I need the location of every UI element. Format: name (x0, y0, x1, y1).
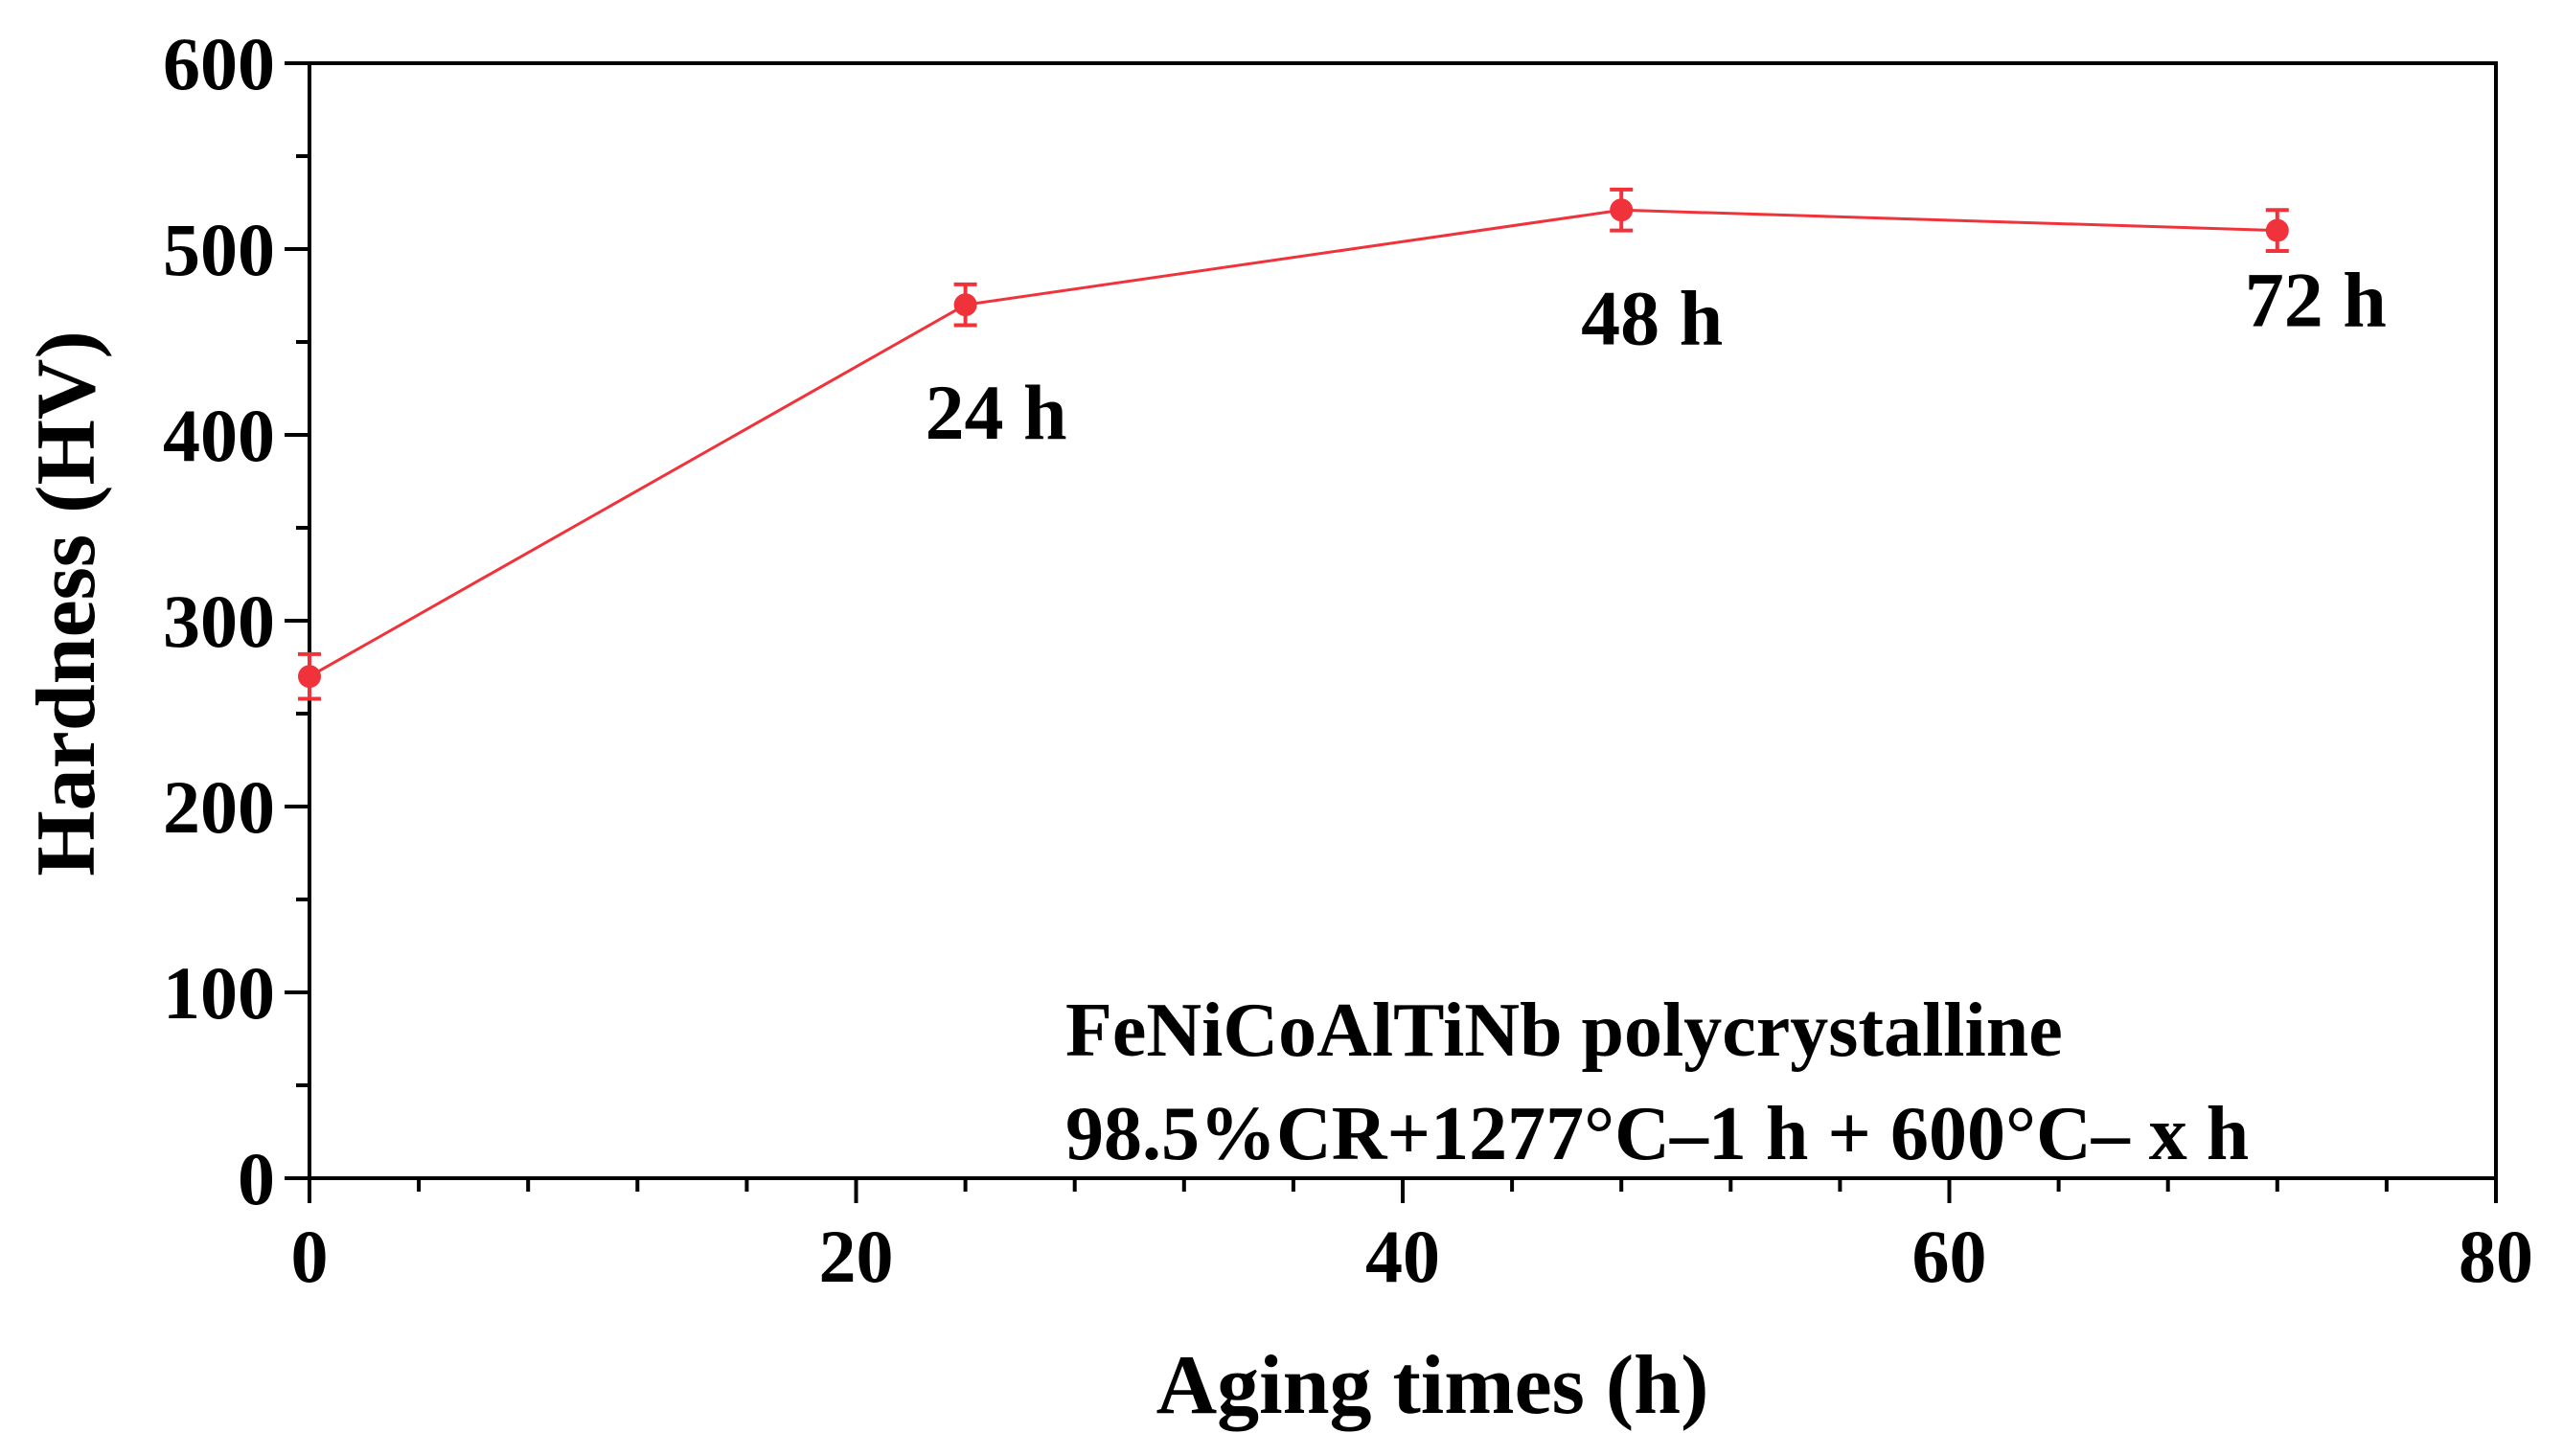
annotation-line-1: FeNiCoAlTiNb polycrystalline (1065, 989, 2063, 1073)
x-axis-title: Aging times (h) (1156, 1339, 1709, 1432)
x-tick-label: 60 (1912, 1215, 1987, 1298)
series-layer (298, 187, 2289, 701)
x-tick-label: 0 (291, 1215, 329, 1298)
y-tick-label: 300 (163, 580, 275, 663)
point-labels: 24 h 48 h 72 h (926, 257, 2387, 457)
y-tick-label: 400 (163, 394, 275, 477)
data-point (2265, 218, 2289, 242)
x-tick-label: 20 (819, 1215, 894, 1298)
data-point (1610, 198, 1634, 222)
y-axis-title: Hardness (HV) (20, 330, 113, 876)
x-axis-ticks (308, 1178, 2498, 1203)
y-tick-label: 200 (163, 765, 275, 849)
y-tick-label: 0 (238, 1137, 275, 1220)
annotation-line-2: 98.5%CR+1277°C–1 h + 600°C– x h (1065, 1092, 2249, 1176)
series-line (309, 208, 2277, 678)
x-axis-tick-labels: 0 20 40 60 80 (291, 1215, 2534, 1298)
data-point (953, 293, 977, 317)
y-tick-label: 600 (163, 22, 275, 105)
data-point (298, 665, 321, 689)
x-tick-label: 80 (2459, 1215, 2533, 1298)
data-point-label: 24 h (926, 369, 1067, 456)
data-point-label: 48 h (1581, 274, 1723, 361)
y-tick-label: 500 (163, 208, 275, 291)
y-axis-tick-labels: 0 100 200 300 400 500 600 (163, 22, 275, 1220)
x-tick-label: 40 (1365, 1215, 1440, 1298)
data-point-label: 72 h (2245, 257, 2387, 344)
y-tick-label: 100 (163, 951, 275, 1035)
y-axis-ticks (285, 61, 309, 1180)
